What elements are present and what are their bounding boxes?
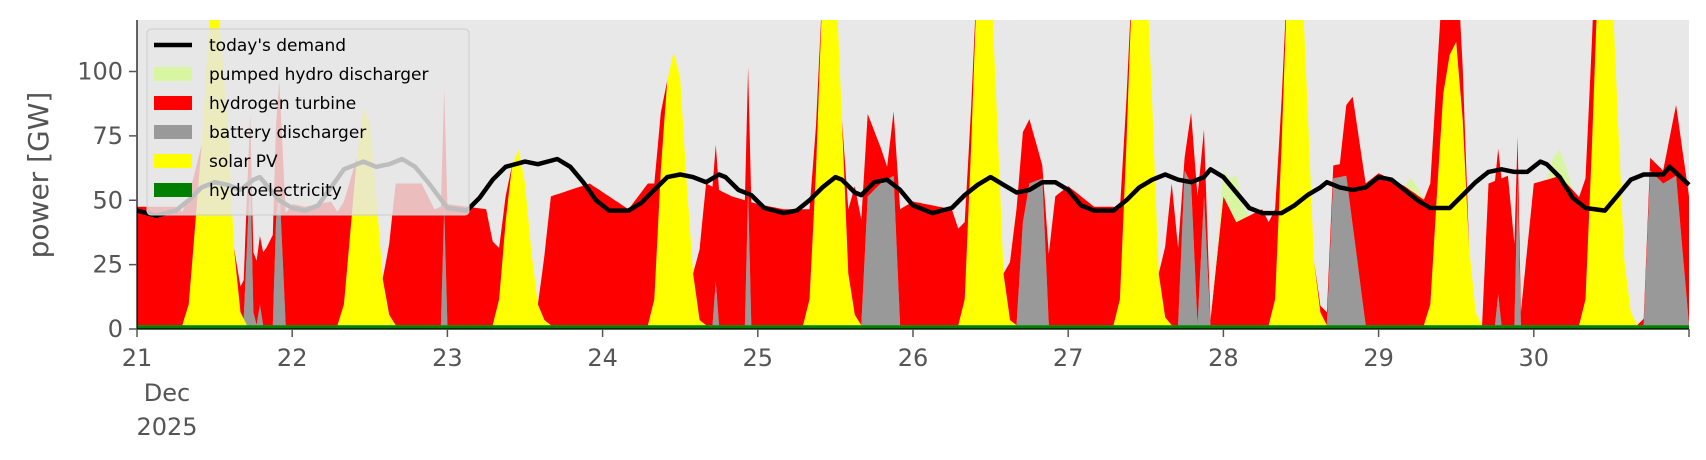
x-tick-label: 30 [1519,344,1550,372]
legend-label: today's demand [209,36,346,56]
legend-label: battery discharger [209,123,366,143]
legend-label: pumped hydro discharger [209,65,428,85]
area-solar [137,20,1689,326]
legend-swatch-solar [154,154,192,168]
legend-label: hydrogen turbine [209,94,356,114]
legend-box [146,28,470,216]
axes: 0 25 50 75 100 21 Dec 2025 22 23 24 25 26 27 28 29 30 [77,20,1690,441]
area-hydro [137,325,1689,329]
legend-swatch-battery [154,125,192,139]
legend-label: solar PV [209,152,278,172]
legend: today's demand pumped hydro discharger hyd… [146,28,470,216]
y-tick-label: 75 [92,122,123,150]
x-tick-label: 27 [1053,344,1084,372]
legend-swatch-hydro [154,183,192,197]
y-axis-title: power [GW] [22,92,55,259]
legend-swatch-hydrogen [154,96,192,110]
x-tick-label: 29 [1363,344,1394,372]
y-tick-label: 0 [108,315,123,343]
legend-label: hydroelectricity [209,181,342,201]
x-tick-label: 21 [122,344,153,372]
x-tick-label: 22 [277,344,308,372]
y-tick-label: 100 [77,58,123,86]
x-tick-label: 24 [587,344,618,372]
stacked-areas [137,20,1689,329]
x-tick-month: Dec [144,379,190,407]
y-tick-label: 50 [92,186,123,214]
x-tick-label: 28 [1208,344,1239,372]
y-tick-label: 25 [92,251,123,279]
legend-swatch-pumped-hydro [154,67,192,81]
x-tick-label: 23 [432,344,463,372]
x-tick-label: 26 [898,344,929,372]
area-hydrogen [137,20,1689,326]
x-tick-year: 2025 [136,413,197,441]
x-tick-label: 25 [743,344,774,372]
